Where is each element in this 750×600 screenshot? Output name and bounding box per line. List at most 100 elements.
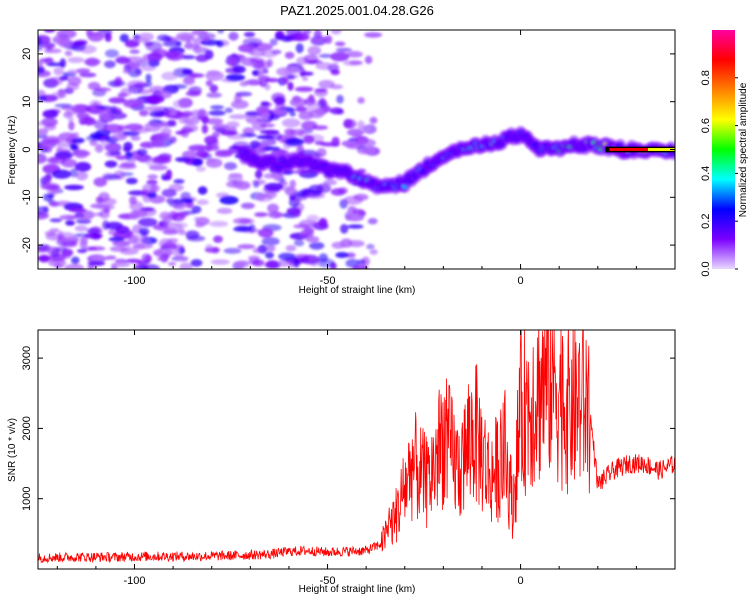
heatmap-cell — [179, 262, 193, 269]
heatmap-cell — [206, 92, 222, 98]
heatmap-cell — [142, 183, 161, 193]
heatmap-cell — [264, 191, 277, 199]
heatmap-cell — [115, 155, 128, 160]
heatmap-cell — [369, 116, 378, 124]
heatmap-cell — [330, 30, 342, 35]
heatmap-cell — [129, 49, 140, 54]
heatmap-cell — [337, 187, 348, 195]
x-tick-label: -50 — [320, 575, 336, 587]
heatmap-cell — [44, 174, 52, 183]
heatmap-cell — [80, 235, 88, 246]
heatmap-cell — [330, 52, 350, 62]
heatmap-cell — [67, 56, 85, 64]
heatmap-cell — [210, 259, 230, 265]
heatmap-cell — [345, 213, 365, 222]
heatmap-cell — [69, 168, 78, 178]
spectrogram-x-axis-label: Height of straight line (km) — [299, 285, 416, 296]
y-tick-label: 1000 — [21, 486, 33, 510]
heatmap-cell — [347, 224, 364, 229]
heatmap-cell — [151, 139, 165, 148]
heatmap-cell — [318, 53, 333, 59]
heatmap-cell — [125, 177, 138, 185]
colorbar-tick-label: 0.6 — [700, 118, 712, 133]
heatmap-cell — [76, 68, 91, 74]
heatmap-cell — [56, 141, 74, 148]
heatmap-cell — [316, 148, 327, 158]
heatmap-cell — [316, 183, 332, 194]
heatmap-cell — [42, 109, 59, 119]
heatmap-cell — [90, 203, 106, 209]
heatmap-cell — [346, 252, 356, 258]
snr-series — [38, 330, 675, 564]
heatmap-cell — [261, 237, 280, 246]
heatmap-cell — [300, 254, 320, 265]
heatmap-cell — [272, 109, 287, 115]
heatmap-cell — [364, 32, 383, 38]
heatmap-cell — [306, 214, 320, 222]
heatmap-cell — [131, 127, 151, 134]
heatmap-cell — [228, 31, 239, 41]
heatmap-cell — [76, 218, 92, 224]
heatmap-cell — [335, 252, 349, 258]
heatmap-cell — [167, 238, 179, 244]
heatmap-cell — [123, 141, 133, 152]
spectrogram-ridge — [605, 146, 675, 153]
heatmap-cell — [146, 94, 165, 104]
heatmap-cell — [39, 141, 57, 149]
heatmap-cell — [331, 241, 346, 249]
heatmap-cell — [162, 241, 177, 250]
heatmap-cell — [224, 162, 237, 171]
heatmap-cell — [119, 33, 129, 43]
snr-y-axis-label: SNR (10 * v/v) — [7, 418, 18, 482]
heatmap-cell — [68, 120, 75, 131]
heatmap-cell — [162, 40, 182, 47]
heatmap-cell — [181, 110, 193, 117]
heatmap-cell — [206, 118, 224, 125]
heatmap-cell — [39, 58, 53, 63]
heatmap-cell — [114, 76, 123, 87]
heatmap-cell — [167, 119, 177, 127]
heatmap-cell — [72, 131, 80, 140]
heatmap-cell — [191, 30, 207, 36]
heatmap-cell — [265, 251, 274, 259]
heatmap-cell — [257, 228, 274, 238]
heatmap-cell — [205, 80, 213, 87]
heatmap-cell — [216, 207, 233, 214]
heatmap-cell — [295, 106, 307, 113]
heatmap-cell — [38, 43, 44, 51]
heatmap-cell — [98, 110, 115, 120]
heatmap-cell — [53, 67, 64, 76]
heatmap-cell — [110, 105, 118, 115]
heatmap-cell — [312, 36, 322, 44]
heatmap-cell — [195, 216, 210, 226]
heatmap-cell — [242, 127, 255, 135]
x-tick-label: 0 — [518, 275, 524, 287]
heatmap-cell — [204, 135, 219, 145]
heatmap-cell — [64, 263, 85, 269]
y-tick-label: -10 — [21, 189, 33, 205]
heatmap-cell — [179, 257, 188, 262]
heatmap-cell — [244, 79, 264, 86]
heatmap-cell — [94, 212, 104, 217]
heatmap-cell — [217, 30, 225, 34]
heatmap-cell — [86, 119, 98, 125]
heatmap-cell — [54, 262, 62, 268]
heatmap-cell — [126, 80, 147, 90]
heatmap-cell — [260, 112, 270, 119]
y-tick-label: 2000 — [21, 416, 33, 440]
heatmap-cell — [196, 150, 209, 158]
colorbar-ticks: 0.0 0.2 0.4 0.6 0.8 — [700, 70, 738, 277]
heatmap-cell — [289, 111, 296, 117]
y-tick-label: -20 — [21, 237, 33, 253]
heatmap-cell — [132, 210, 148, 218]
heatmap-cell — [318, 217, 328, 228]
heatmap-cell — [85, 135, 100, 142]
heatmap-cell — [224, 107, 233, 113]
snr-x-axis-label: Height of straight line (km) — [299, 584, 416, 595]
heatmap-cell — [260, 139, 277, 146]
heatmap-cell — [78, 210, 95, 220]
heatmap-cell — [233, 226, 253, 232]
x-tick-label: -100 — [123, 275, 145, 287]
figure-title: PAZ1.2025.001.04.28.G26 — [280, 3, 434, 18]
